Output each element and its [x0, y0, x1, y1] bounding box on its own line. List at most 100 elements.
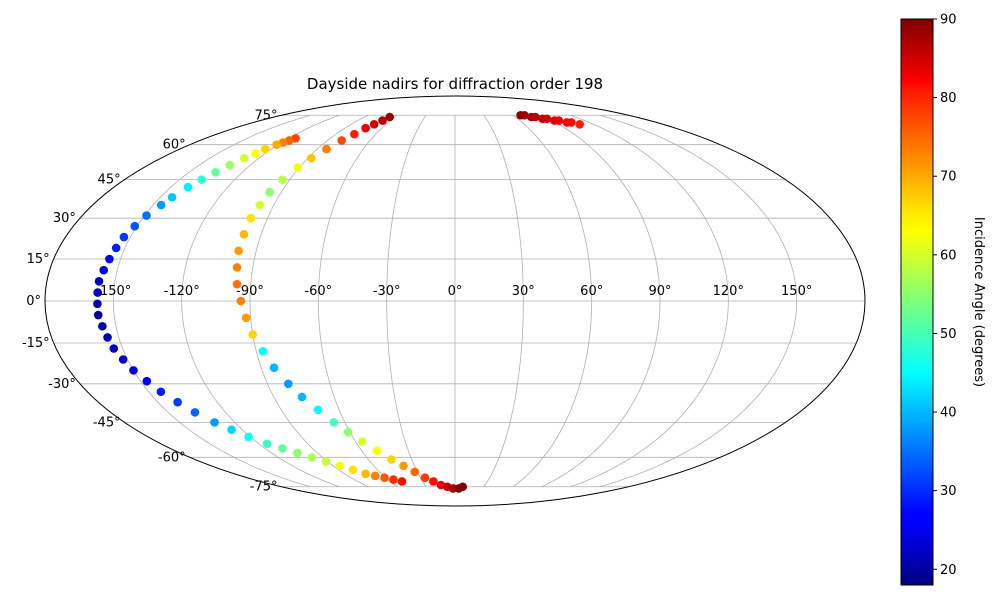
data-point	[399, 461, 408, 471]
lon-tick-label: 0°	[448, 284, 463, 299]
data-point	[130, 221, 140, 231]
data-point	[321, 457, 331, 466]
data-point	[284, 379, 293, 389]
data-point	[99, 265, 109, 275]
data-point	[265, 187, 275, 197]
map-boundary	[44, 95, 866, 507]
data-point	[343, 427, 353, 437]
data-point	[397, 477, 407, 486]
lat-tick-label: 75°	[254, 108, 277, 123]
lon-tick-label: 90°	[648, 284, 671, 299]
lon-tick-label: -30°	[373, 284, 401, 299]
data-point	[348, 465, 358, 475]
data-point	[248, 330, 258, 339]
data-point	[197, 175, 206, 184]
data-point	[542, 114, 552, 124]
lat-tick-label: 45°	[98, 173, 121, 188]
data-point	[306, 153, 316, 163]
data-point	[251, 149, 260, 158]
data-point	[520, 110, 529, 120]
data-point	[118, 355, 128, 364]
data-point	[98, 321, 107, 331]
data-point	[210, 418, 219, 427]
lon-tick-label: -150°	[95, 284, 131, 299]
data-point	[269, 363, 279, 372]
lat-tick-label: 30°	[53, 211, 76, 226]
data-point	[93, 299, 102, 309]
data-point	[567, 118, 576, 127]
lon-tick-label: 120°	[713, 284, 744, 299]
meridian-line	[483, 115, 524, 487]
lon-tick-label: 150°	[781, 284, 812, 299]
data-point	[239, 153, 249, 163]
lat-tick-label: 60°	[163, 138, 186, 153]
lat-tick-label: -45°	[93, 415, 121, 430]
colorbar-tick-label: 20	[940, 563, 957, 578]
longitude-tick-labels: -150° -120° -90° -60° -30° 0° 30° 60° 90° 120° 150…	[95, 284, 812, 299]
colorbar-tick-label: 90	[940, 13, 957, 28]
colorbar-tick-label: 50	[940, 327, 957, 342]
data-point	[420, 473, 430, 482]
data-point	[183, 182, 193, 192]
data-point	[93, 288, 102, 297]
colorbar-ticks: 20 30 40 50 60 70 80 90	[933, 13, 957, 578]
data-point	[378, 116, 387, 125]
lat-tick-label: -60°	[158, 450, 186, 465]
data-point	[337, 136, 347, 145]
data-point	[142, 376, 152, 386]
lat-tick-label: 0°	[26, 294, 41, 309]
data-point	[554, 116, 564, 125]
data-point	[156, 200, 166, 210]
data-point	[293, 448, 302, 458]
data-point	[322, 144, 331, 154]
colorbar-tick-label: 40	[940, 406, 957, 421]
lon-tick-label: -120°	[164, 284, 200, 299]
data-point	[173, 397, 182, 407]
data-point	[372, 446, 382, 455]
meridian-line	[599, 114, 798, 488]
data-point	[361, 123, 370, 133]
data-point	[142, 211, 151, 220]
data-point	[297, 392, 307, 402]
data-point	[190, 408, 200, 417]
data-point	[387, 455, 396, 464]
meridian-line	[512, 114, 593, 488]
data-point	[329, 418, 339, 427]
data-point	[429, 477, 438, 486]
data-point	[129, 366, 138, 375]
lat-tick-label: -15°	[22, 336, 50, 351]
data-point	[350, 129, 359, 139]
graticule	[45, 114, 865, 488]
data-point	[227, 425, 236, 434]
data-point	[335, 461, 345, 471]
data-point	[357, 437, 367, 446]
data-point	[307, 452, 317, 462]
latitude-tick-labels: 75° 60° 45° 30° 15° 0° -15° -30° -45° -60° -75°	[22, 108, 278, 494]
colorbar-tick-label: 80	[940, 91, 957, 106]
data-point	[278, 444, 287, 453]
data-point	[261, 144, 270, 154]
data-point	[272, 140, 281, 150]
data-point	[167, 192, 177, 202]
data-point	[255, 200, 265, 210]
data-point	[380, 473, 389, 482]
data-point	[278, 175, 287, 184]
data-point	[458, 482, 468, 492]
data-point	[369, 120, 379, 129]
lon-tick-label: -60°	[304, 284, 332, 299]
data-point	[111, 243, 121, 253]
lon-tick-label: 30°	[512, 284, 535, 299]
data-point	[361, 469, 370, 479]
meridian-line	[112, 114, 311, 488]
data-point	[211, 168, 220, 177]
meridian-line	[570, 114, 729, 488]
data-point	[313, 405, 323, 415]
data-point	[109, 344, 119, 353]
data-point	[293, 163, 302, 172]
colorbar-tick-label: 60	[940, 248, 957, 263]
colorbar-label: Incidence Angle (degrees)	[971, 217, 986, 387]
data-point	[93, 310, 103, 320]
data-point	[246, 213, 256, 223]
data-point	[389, 475, 398, 484]
